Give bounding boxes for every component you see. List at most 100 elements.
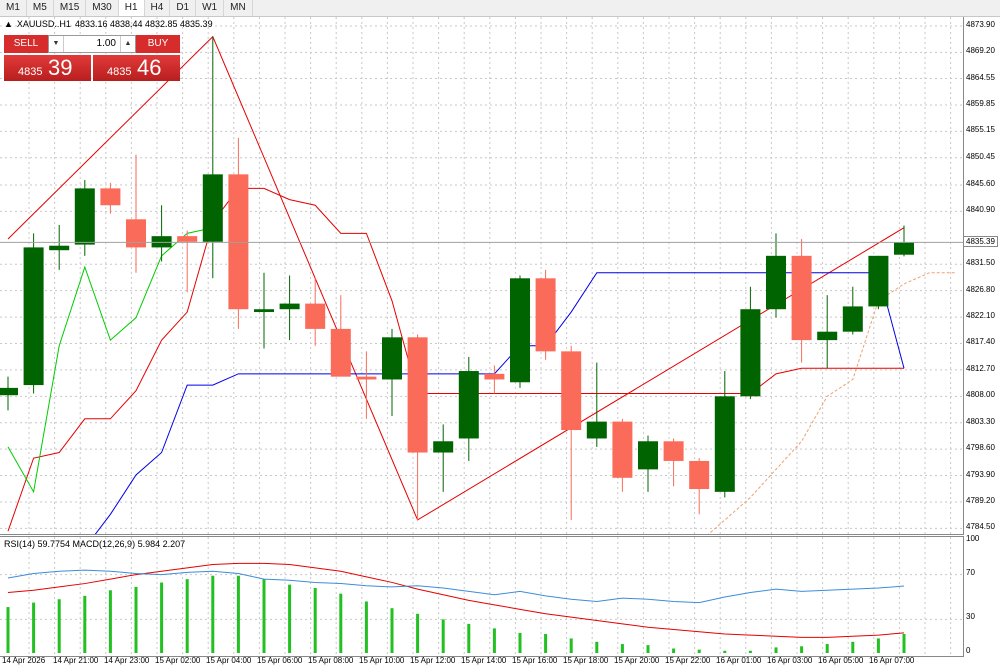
candle-body xyxy=(126,219,146,248)
candle-body xyxy=(433,441,454,453)
candle-body xyxy=(535,278,556,352)
price-label: 4798.60 xyxy=(966,443,995,453)
price-label: 4840.90 xyxy=(966,205,995,215)
candle-body xyxy=(356,376,377,380)
symbol-marker-icon: ▲ xyxy=(4,19,13,29)
price-label: 4845.60 xyxy=(966,179,995,189)
timeframe-d1[interactable]: D1 xyxy=(170,0,197,16)
price-chart[interactable]: ▲ XAUUSD..H1 4833.16 4838.44 4832.85 483… xyxy=(0,17,964,667)
price-label: 4864.55 xyxy=(966,72,995,82)
candle-body xyxy=(894,242,914,255)
chart-window[interactable]: ▲ XAUUSD..H1 4833.16 4838.44 4832.85 483… xyxy=(0,17,1000,667)
price-label: 4850.45 xyxy=(966,151,995,161)
candles xyxy=(0,36,914,520)
candle-body xyxy=(510,278,530,383)
ask-pips: 46 xyxy=(137,55,162,80)
price-label: 4817.40 xyxy=(966,337,995,347)
indicator-window[interactable]: RSI(14) 59.7754 MACD(12,26,9) 5.984 2.20… xyxy=(0,536,964,657)
price-label: 4793.90 xyxy=(966,469,995,479)
timeframe-m1[interactable]: M1 xyxy=(0,0,27,16)
time-label: 16 Apr 07:00 xyxy=(869,656,915,665)
candle-body xyxy=(663,441,684,461)
ask-quote[interactable]: 4835 46 xyxy=(93,55,180,81)
time-label: 15 Apr 18:00 xyxy=(563,656,609,665)
indicator-level-label: 0 xyxy=(966,646,971,655)
price-chart-svg[interactable] xyxy=(0,17,963,667)
candle-body xyxy=(202,174,223,242)
timeframe-mn[interactable]: MN xyxy=(224,0,253,16)
candle-body xyxy=(74,188,95,245)
symbol-info: ▲ XAUUSD..H1 4833.16 4838.44 4832.85 483… xyxy=(4,19,213,29)
time-axis: 14 Apr 2026 14 Apr 21:00 14 Apr 23:00 15 Ap… xyxy=(0,656,963,667)
indicator-level-label: 100 xyxy=(966,534,980,543)
lot-size-value[interactable]: 1.00 xyxy=(96,38,116,49)
timeframe-h1[interactable]: H1 xyxy=(118,0,145,16)
candle-body xyxy=(305,303,326,329)
time-label: 15 Apr 02:00 xyxy=(155,656,201,665)
candle-body xyxy=(228,174,249,310)
indicator-line-4 xyxy=(698,272,956,543)
candle-body xyxy=(484,373,505,380)
price-label: 4869.20 xyxy=(966,46,995,56)
one-click-trading-panel: SELL ▼ 1.00 ▲ BUY 4835 39 4835 46 xyxy=(4,35,180,99)
time-label: 15 Apr 22:00 xyxy=(665,656,711,665)
time-label: 15 Apr 08:00 xyxy=(308,656,354,665)
time-label: 15 Apr 12:00 xyxy=(410,656,456,665)
time-label: 16 Apr 05:00 xyxy=(818,656,864,665)
sell-button[interactable]: SELL xyxy=(4,35,48,53)
indicator-line-2 xyxy=(7,272,905,667)
price-label: 4859.85 xyxy=(966,98,995,108)
timeframe-m30[interactable]: M30 xyxy=(86,0,119,16)
macd-signal-line xyxy=(7,562,905,638)
price-label: 4812.70 xyxy=(966,363,995,373)
price-label: 4855.15 xyxy=(966,125,995,135)
bid-quote[interactable]: 4835 39 xyxy=(4,55,91,81)
lot-decrease-icon[interactable]: ▼ xyxy=(49,36,64,52)
price-label: 4803.30 xyxy=(966,416,995,426)
symbol-ohlc: 4833.16 4838.44 4832.85 4835.39 xyxy=(74,19,213,29)
candle-body xyxy=(612,421,633,478)
candle-body xyxy=(714,396,735,492)
time-label: 14 Apr 2026 xyxy=(2,656,46,665)
time-label: 15 Apr 14:00 xyxy=(461,656,507,665)
timeframe-m5[interactable]: M5 xyxy=(27,0,54,16)
candle-body xyxy=(254,309,274,313)
lot-size-input[interactable]: ▼ 1.00 ▲ xyxy=(48,35,136,53)
candle-body xyxy=(49,245,70,251)
price-label: 4784.50 xyxy=(966,522,995,532)
candle-body xyxy=(791,255,812,341)
candle-body xyxy=(151,236,172,248)
indicator-level-label: 70 xyxy=(966,567,975,577)
rsi-line xyxy=(7,569,905,604)
candle-body xyxy=(100,188,121,206)
candle-body xyxy=(561,351,582,431)
time-label: 14 Apr 23:00 xyxy=(104,656,150,665)
price-label: 4822.10 xyxy=(966,311,995,321)
time-label: 15 Apr 06:00 xyxy=(257,656,303,665)
buy-button[interactable]: BUY xyxy=(136,35,180,53)
time-label: 14 Apr 21:00 xyxy=(53,656,99,665)
time-label: 16 Apr 03:00 xyxy=(767,656,813,665)
candle-body xyxy=(177,236,198,242)
candle-body xyxy=(868,255,889,307)
price-label: 4831.50 xyxy=(966,258,995,268)
candle-body xyxy=(458,371,479,439)
timeframe-toolbar: M1 M5 M15 M30 H1 H4 D1 W1 MN xyxy=(0,0,1000,17)
candle-body xyxy=(766,255,786,310)
timeframe-h4[interactable]: H4 xyxy=(145,0,171,16)
time-label: 15 Apr 20:00 xyxy=(614,656,660,665)
timeframe-w1[interactable]: W1 xyxy=(196,0,225,16)
time-label: 15 Apr 16:00 xyxy=(512,656,558,665)
price-label: 4826.80 xyxy=(966,284,995,294)
candle-body xyxy=(382,337,402,380)
timeframe-m15[interactable]: M15 xyxy=(54,0,87,16)
time-label: 15 Apr 04:00 xyxy=(206,656,252,665)
candle-body xyxy=(330,328,351,377)
indicator-svg[interactable] xyxy=(0,537,963,656)
price-label: 4789.20 xyxy=(966,495,995,505)
lot-increase-icon[interactable]: ▲ xyxy=(120,36,135,52)
indicator-level-label: 30 xyxy=(966,612,975,622)
price-label: 4873.90 xyxy=(966,19,995,29)
bid-prefix: 4835 xyxy=(18,66,43,78)
time-label: 15 Apr 10:00 xyxy=(359,656,405,665)
